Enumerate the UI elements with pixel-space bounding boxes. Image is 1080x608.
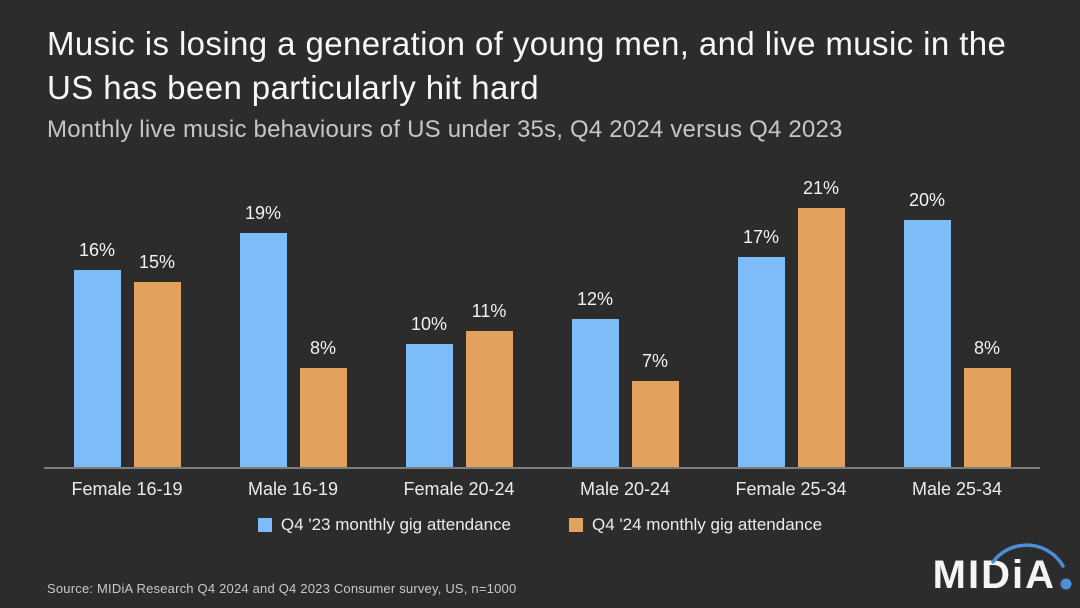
x-axis-label: Female 25-34 xyxy=(735,479,847,499)
bar-wrap: 10% xyxy=(405,314,453,467)
legend-item: Q4 '23 monthly gig attendance xyxy=(257,515,511,535)
bar-wrap: 8% xyxy=(299,338,347,467)
bar-value-label: 11% xyxy=(471,301,507,321)
midia-logo-text: MIDiA xyxy=(932,553,1056,597)
x-axis-label: Female 16-19 xyxy=(71,479,183,499)
bar-group-male-20-24: 12% 7% xyxy=(542,171,708,467)
bar-wrap: 16% xyxy=(73,240,121,467)
legend-swatch-icon xyxy=(569,518,583,532)
x-axis-label: Male 25-34 xyxy=(911,479,1003,499)
bar-wrap: 15% xyxy=(133,252,181,467)
bar-q4-23 xyxy=(405,344,453,467)
bar-q4-23 xyxy=(73,270,121,467)
bar-value-label: 10% xyxy=(410,314,448,334)
bar-wrap: 20% xyxy=(903,190,951,467)
bar-chart-plot-area: 16% 15% 19% 8% 10% 11% 12% 7% 17% 21% 20% 8% xyxy=(44,171,1040,469)
bar-value-label: 15% xyxy=(138,252,176,272)
legend-item-label: Q4 '24 monthly gig attendance xyxy=(592,515,823,534)
bar-group-male-16-19: 19% 8% xyxy=(210,171,376,467)
logo-dot-icon xyxy=(1060,578,1072,590)
bar-q4-24 xyxy=(465,331,513,467)
bar-wrap: 7% xyxy=(631,351,679,467)
bar-group-female-16-19: 16% 15% xyxy=(44,171,210,467)
bar-value-label: 20% xyxy=(908,190,946,210)
bar-q4-24 xyxy=(963,368,1011,467)
legend-item-label: Q4 '23 monthly gig attendance xyxy=(280,515,511,534)
bar-q4-24 xyxy=(133,282,181,467)
legend-item: Q4 '24 monthly gig attendance xyxy=(569,515,822,535)
bar-wrap: 21% xyxy=(797,178,845,467)
bar-value-label: 7% xyxy=(641,351,668,371)
chart-title: Music is losing a generation of young me… xyxy=(47,25,1007,106)
source-note: Source: MIDiA Research Q4 2024 and Q4 20… xyxy=(47,581,517,596)
bar-q4-23 xyxy=(903,220,951,467)
chart-legend: Q4 '23 monthly gig attendance Q4 '24 mont… xyxy=(0,515,1080,535)
bar-wrap: 11% xyxy=(465,301,513,467)
chart-subtitle: Monthly live music behaviours of US unde… xyxy=(47,116,843,143)
x-axis-label: Male 20-24 xyxy=(579,479,671,499)
bar-q4-24 xyxy=(299,368,347,467)
bar-value-label: 19% xyxy=(244,203,282,223)
x-axis-label: Male 16-19 xyxy=(247,479,339,499)
bar-group-female-25-34: 17% 21% xyxy=(708,171,874,467)
midia-logo: MIDiA xyxy=(932,543,1072,600)
bar-group-female-20-24: 10% 11% xyxy=(376,171,542,467)
bar-q4-23 xyxy=(571,319,619,467)
bar-value-label: 21% xyxy=(802,178,840,198)
bar-q4-24 xyxy=(631,381,679,467)
bar-value-label: 12% xyxy=(576,289,614,309)
bar-value-label: 16% xyxy=(78,240,116,260)
bar-q4-23 xyxy=(737,257,785,467)
x-axis-label: Female 20-24 xyxy=(403,479,515,499)
bar-group-male-25-34: 20% 8% xyxy=(874,171,1040,467)
bar-wrap: 12% xyxy=(571,289,619,467)
legend-swatch-icon xyxy=(257,518,272,532)
bar-q4-24 xyxy=(797,208,845,467)
x-axis-labels: Female 16-19 Male 16-19 Female 20-24 Male 2… xyxy=(44,479,1040,500)
bar-value-label: 8% xyxy=(309,338,336,358)
bar-value-label: 17% xyxy=(742,227,780,247)
bar-wrap: 8% xyxy=(963,338,1011,467)
bar-value-label: 8% xyxy=(973,338,1000,358)
bar-q4-23 xyxy=(239,233,287,467)
bar-wrap: 17% xyxy=(737,227,785,467)
bar-wrap: 19% xyxy=(239,203,287,467)
